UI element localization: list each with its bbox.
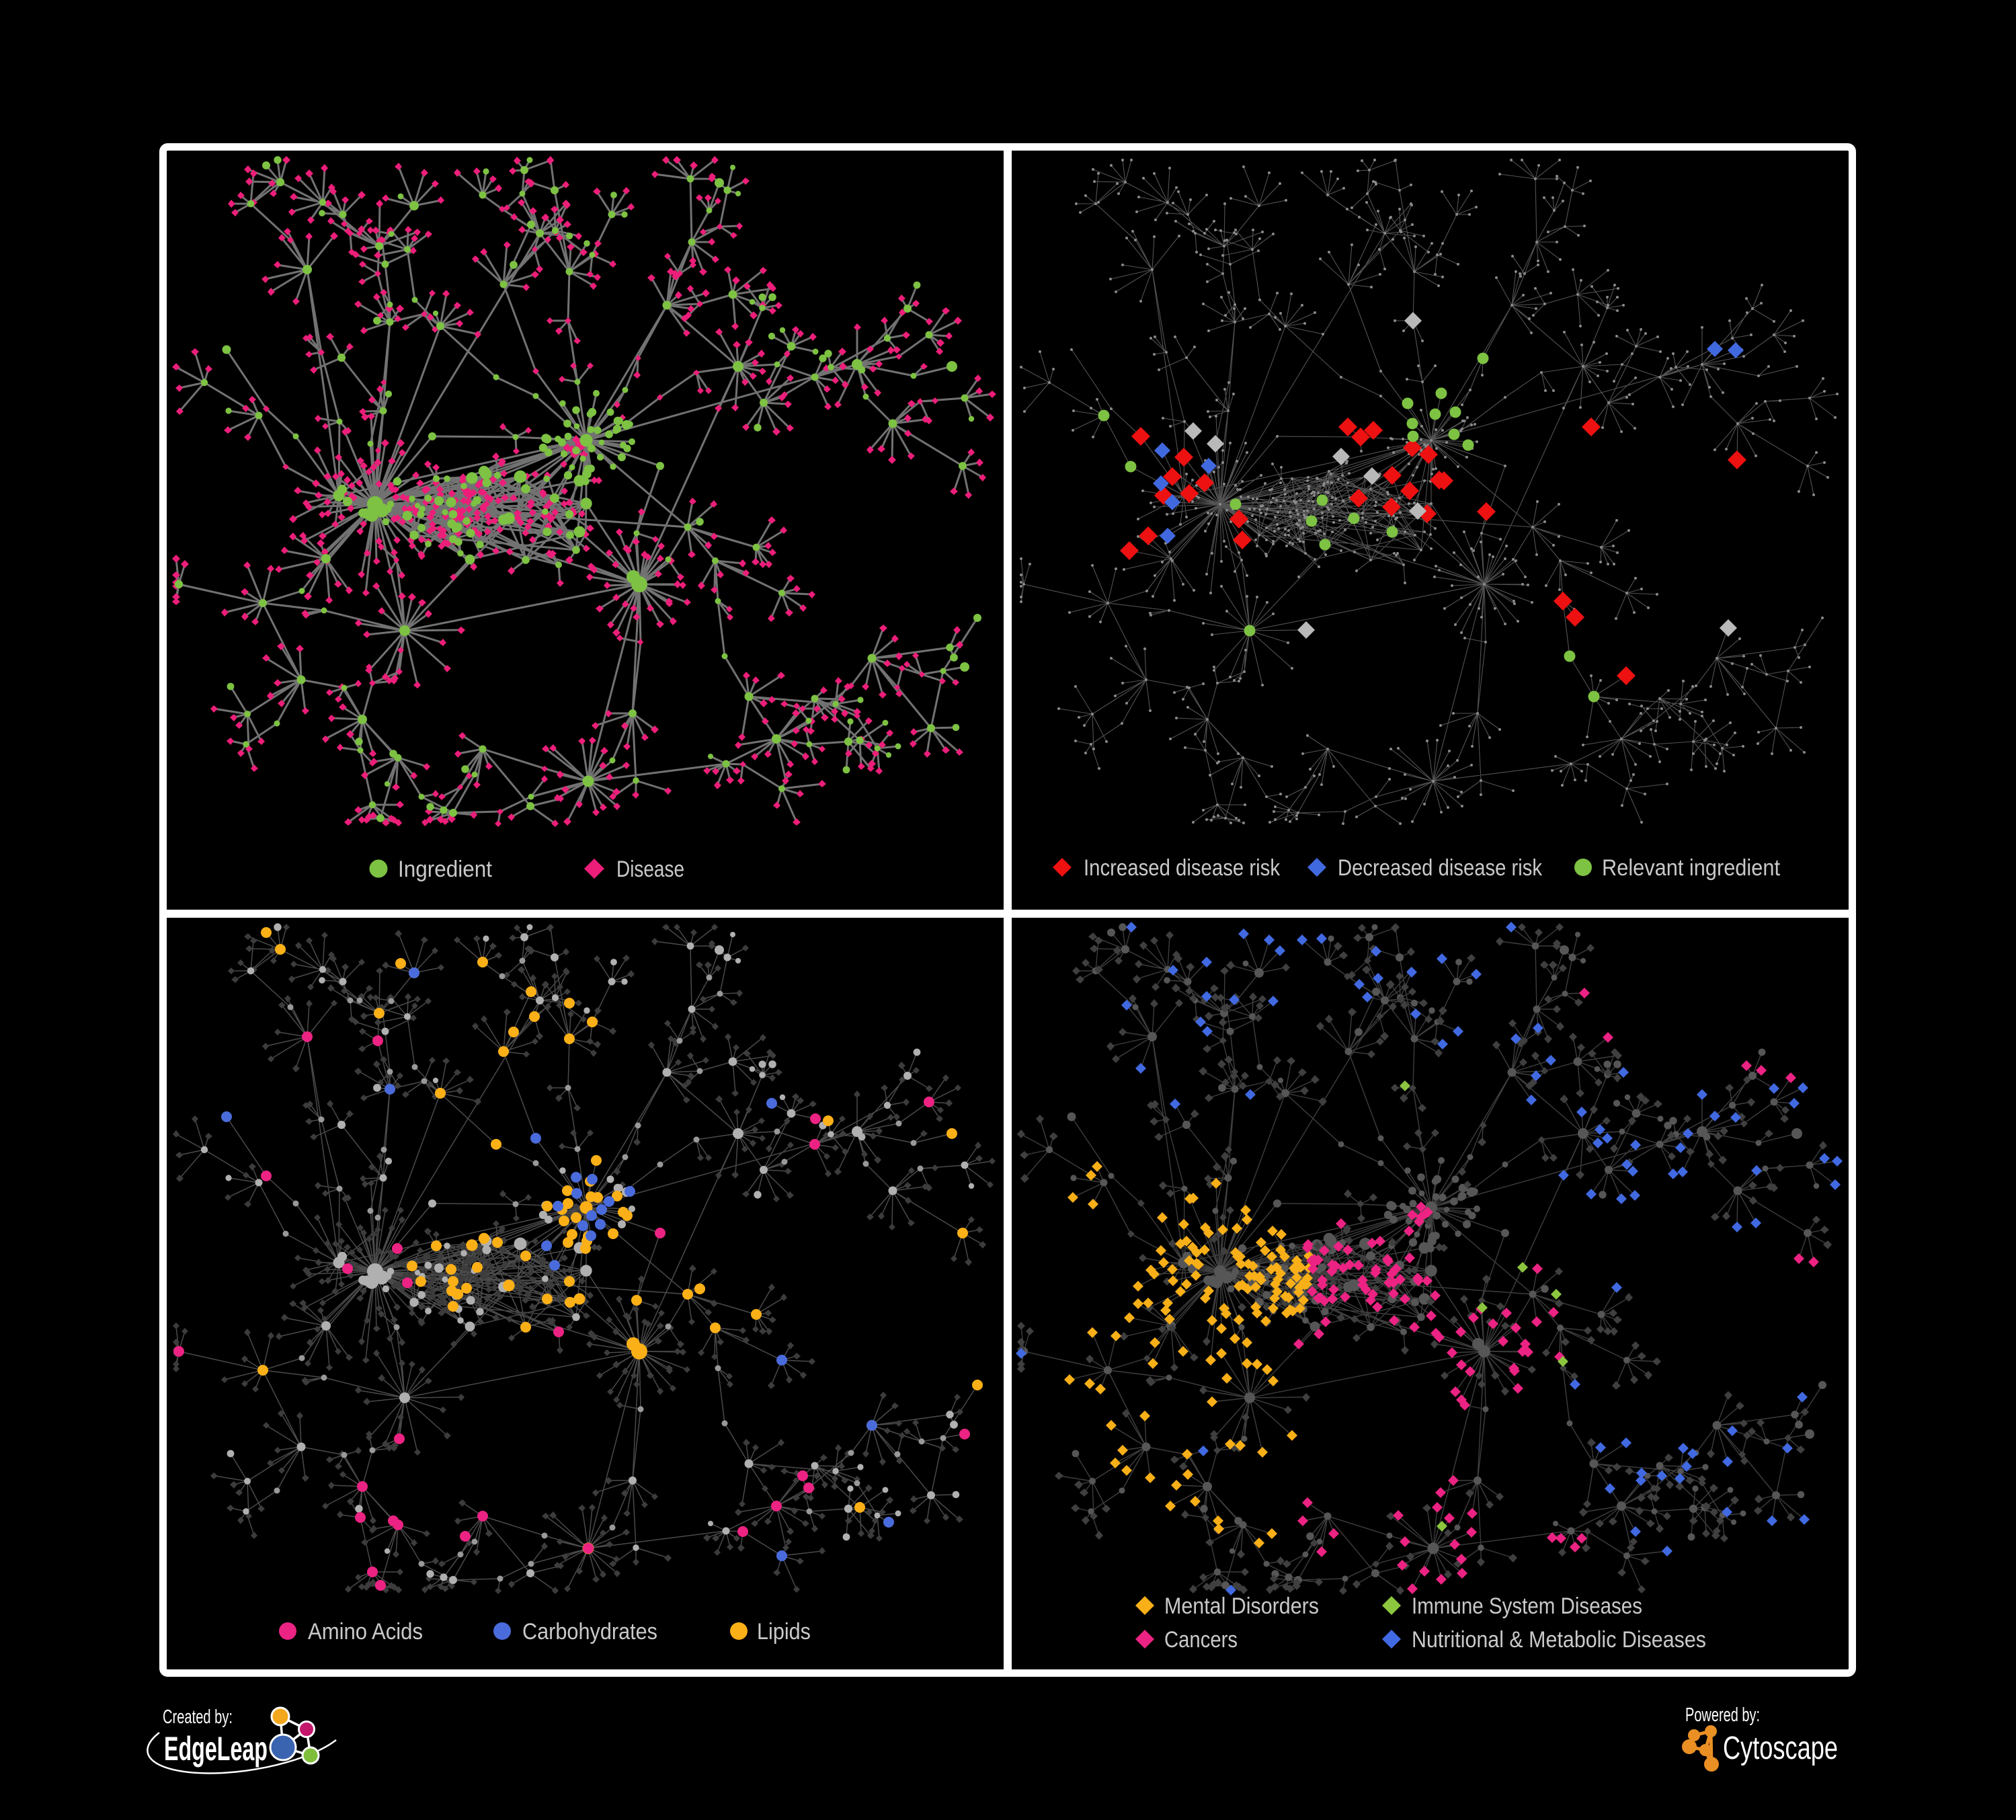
svg-text:Amino Acids: Amino Acids xyxy=(308,1619,423,1645)
svg-text:Decreased disease risk: Decreased disease risk xyxy=(1338,855,1543,881)
svg-text:Powered by:: Powered by: xyxy=(1685,1704,1760,1726)
svg-text:Mental Disorders: Mental Disorders xyxy=(1164,1593,1319,1619)
svg-text:Carbohydrates: Carbohydrates xyxy=(522,1619,657,1645)
svg-text:Relevant ingredient: Relevant ingredient xyxy=(1602,855,1781,881)
svg-text:Cytoscape: Cytoscape xyxy=(1723,1731,1838,1766)
svg-text:Disease: Disease xyxy=(616,857,684,882)
svg-text:Created by:: Created by: xyxy=(163,1706,233,1728)
svg-text:Cancers: Cancers xyxy=(1164,1627,1238,1653)
svg-text:Immune System Diseases: Immune System Diseases xyxy=(1412,1593,1642,1619)
svg-text:Nutritional & Metabolic Diseas: Nutritional & Metabolic Diseases xyxy=(1412,1627,1706,1653)
svg-text:EdgeLeap: EdgeLeap xyxy=(164,1730,268,1768)
svg-text:Lipids: Lipids xyxy=(757,1619,811,1645)
svg-text:Increased disease risk: Increased disease risk xyxy=(1084,855,1281,881)
svg-text:Ingredient: Ingredient xyxy=(398,857,493,882)
